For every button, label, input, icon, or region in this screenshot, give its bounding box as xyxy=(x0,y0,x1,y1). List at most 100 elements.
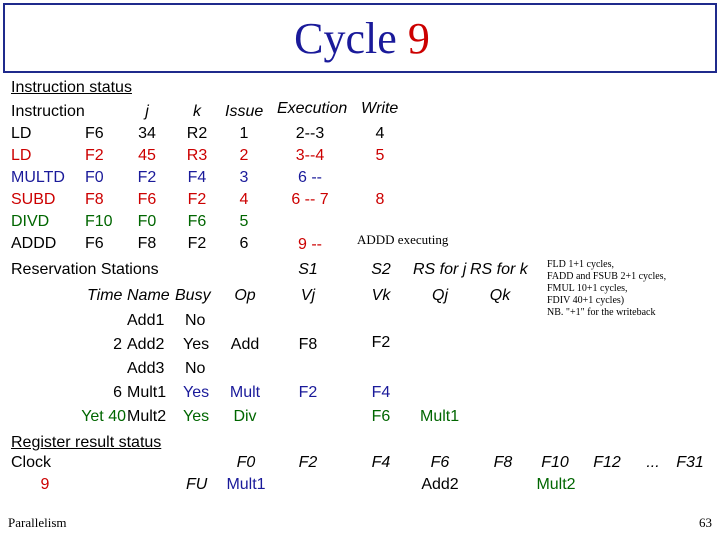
instr-issue: 3 xyxy=(239,169,249,186)
instr-k: F2 xyxy=(187,235,207,252)
time-header: Time xyxy=(87,287,123,304)
slide-title: Cycle 9 xyxy=(5,13,719,64)
instr-write: 4 xyxy=(375,125,385,142)
rs-op: Mult xyxy=(229,384,261,401)
register-name: F12 xyxy=(593,454,621,471)
instr-j: F0 xyxy=(137,213,157,230)
instr-op: DIVD xyxy=(11,213,50,230)
latency-note-line: NB. "+1" for the writeback xyxy=(547,307,656,318)
rs-time: 2 xyxy=(113,336,122,353)
register-name: F8 xyxy=(493,454,513,471)
rs-vk: F4 xyxy=(371,384,391,401)
rs-op: Div xyxy=(233,408,257,425)
instr-dest: F6 xyxy=(85,125,104,142)
instr-dest: F2 xyxy=(85,147,104,164)
instr-write: 5 xyxy=(375,147,385,164)
register-name: F0 xyxy=(236,454,256,471)
rs-name: Mult2 xyxy=(127,408,167,425)
instr-exec: 3--4 xyxy=(295,147,325,164)
instr-exec: 2--3 xyxy=(295,125,325,142)
instr-issue: 6 xyxy=(239,235,249,252)
register-name: F4 xyxy=(371,454,391,471)
footer-course-label: Parallelism xyxy=(8,515,67,530)
instr-k: F4 xyxy=(187,169,207,186)
instr-j: 34 xyxy=(138,125,156,142)
register-name: F6 xyxy=(430,454,450,471)
instr-op: ADDD xyxy=(11,235,57,252)
instr-j: F8 xyxy=(137,235,157,252)
instr-exec: 6 -- xyxy=(298,169,322,186)
instruction-status-heading: Instruction status xyxy=(11,79,132,96)
addd-executing-note: ADDD executing xyxy=(357,232,449,247)
rs-name: Add3 xyxy=(127,360,165,377)
register-name: F31 xyxy=(676,454,704,471)
rs-vj: F8 xyxy=(298,336,318,353)
rs-busy: No xyxy=(185,360,206,377)
qj-header: Qj xyxy=(432,287,448,304)
instr-dest: F10 xyxy=(85,213,113,230)
s2-header: S2 xyxy=(371,261,391,278)
instr-dest: F8 xyxy=(85,191,104,208)
register-status-heading: Register result status xyxy=(11,434,162,451)
instr-op: LD xyxy=(11,125,32,142)
op-header: Op xyxy=(234,287,256,304)
issue-header: Issue xyxy=(225,103,264,120)
execution-header: Execution xyxy=(277,100,348,117)
instr-j: F2 xyxy=(137,169,157,186)
instr-k: F6 xyxy=(187,213,207,230)
instr-op: MULTD xyxy=(11,169,65,186)
rs-qj: Mult1 xyxy=(420,408,460,425)
instr-issue: 5 xyxy=(239,213,249,230)
clock-label: Clock xyxy=(11,454,52,471)
k-header: k xyxy=(193,103,201,120)
s1-header: S1 xyxy=(298,261,318,278)
title-cycle-number: 9 xyxy=(407,14,430,63)
latency-note-line: FMUL 10+1 cycles, xyxy=(547,283,628,294)
register-name: F10 xyxy=(541,454,569,471)
latency-note: FLD 1+1 cycles, FADD and FSUB 2+1 cycles… xyxy=(547,259,666,319)
instr-write: 8 xyxy=(375,191,385,208)
qk-header: Qk xyxy=(489,287,511,304)
rs-busy: No xyxy=(185,312,206,329)
write-header: Write xyxy=(361,100,399,117)
instr-exec: 9 -- xyxy=(298,236,322,253)
title-banner: Cycle 9 xyxy=(3,3,717,73)
rs-time: 6 xyxy=(113,384,122,401)
instr-issue: 2 xyxy=(239,147,249,164)
rs-time: Yet 40 xyxy=(81,408,126,425)
latency-note-line: FADD and FSUB 2+1 cycles, xyxy=(547,271,667,282)
rs-j-header: RS for j xyxy=(413,261,467,278)
vj-header: Vj xyxy=(300,287,316,304)
rs-k-header: RS for k xyxy=(470,261,528,278)
instr-dest: F0 xyxy=(85,169,104,186)
page-number: 63 xyxy=(699,515,712,530)
latency-note-line: FDIV 40+1 cycles) xyxy=(547,295,625,306)
register-name: ... xyxy=(646,454,660,471)
instruction-header: Instruction xyxy=(11,103,85,120)
vk-header: Vk xyxy=(371,287,391,304)
register-name: F2 xyxy=(298,454,318,471)
instr-k: F2 xyxy=(187,191,207,208)
instr-issue: 4 xyxy=(239,191,249,208)
instr-op: LD xyxy=(11,147,32,164)
instr-dest: F6 xyxy=(85,235,104,252)
busy-header: Busy xyxy=(175,287,211,304)
clock-value: 9 xyxy=(40,476,50,493)
instr-exec: 6 -- 7 xyxy=(291,191,329,208)
reservation-stations-heading: Reservation Stations xyxy=(11,261,159,278)
register-fu: Mult1 xyxy=(226,476,266,493)
rs-name: Add1 xyxy=(127,312,165,329)
j-header: j xyxy=(145,103,149,120)
instr-k: R2 xyxy=(186,125,208,142)
latency-note-line: FLD 1+1 cycles, xyxy=(547,259,615,270)
register-fu: Mult2 xyxy=(536,476,576,493)
rs-busy: Yes xyxy=(183,384,210,401)
rs-vk: F6 xyxy=(371,408,391,425)
register-fu: Add2 xyxy=(421,476,459,493)
rs-name: Mult1 xyxy=(127,384,167,401)
rs-op: Add xyxy=(230,336,260,353)
instr-j: 45 xyxy=(138,147,156,164)
name-header: Name xyxy=(127,287,170,304)
rs-vj: F2 xyxy=(298,384,318,401)
fu-label: FU xyxy=(186,476,208,493)
